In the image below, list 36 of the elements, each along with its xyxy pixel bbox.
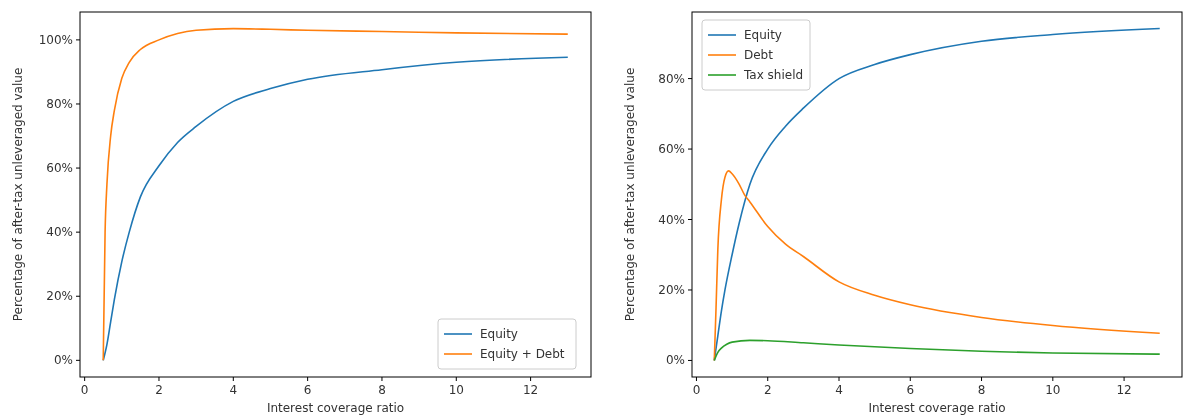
y-tick-label: 20% (46, 289, 73, 304)
legend-label: Equity (744, 28, 782, 42)
y-axis-title: Percentage of after-tax unleveraged value (623, 67, 637, 322)
x-tick-label: 6 (906, 383, 915, 397)
legend-label: Tax shield (743, 68, 804, 82)
line-series (713, 339, 1161, 362)
x-tick-label: 8 (378, 383, 386, 397)
y-tick-label: 80% (658, 71, 685, 86)
y-tick-label: 0% (53, 353, 73, 368)
x-tick-label: 12 (1116, 383, 1132, 397)
x-axis-title: Interest coverage ratio (868, 401, 1006, 415)
y-tick-label: 20% (658, 282, 685, 297)
x-tick-label: 2 (155, 383, 163, 397)
x-tick-label: 4 (229, 383, 238, 397)
x-tick-label: 8 (977, 383, 986, 397)
legend-label: Equity (480, 327, 518, 341)
y-tick-label: 40% (658, 212, 685, 227)
y-tick-label: 0% (665, 353, 685, 368)
x-tick-label: 10 (448, 383, 464, 397)
y-axis-title: Percentage of after-tax unleveraged value (11, 67, 25, 322)
line-series (713, 170, 1161, 362)
y-tick-label: 40% (46, 225, 73, 240)
x-tick-label: 10 (1045, 383, 1061, 397)
y-tick-label: 60% (46, 161, 73, 176)
legend-label: Debt (744, 48, 774, 62)
legend-label: Equity + Debt (480, 347, 565, 361)
x-tick-label: 0 (692, 383, 701, 397)
x-tick-label: 2 (763, 383, 772, 397)
x-axis-title: Interest coverage ratio (266, 401, 405, 415)
x-tick-label: 4 (835, 383, 843, 397)
x-tick-label: 0 (80, 383, 89, 397)
y-tick-label: 100% (38, 32, 73, 47)
x-tick-label: 6 (303, 383, 312, 397)
y-tick-label: 80% (46, 96, 73, 111)
y-tick-label: 60% (658, 142, 685, 157)
x-tick-label: 12 (522, 383, 539, 397)
